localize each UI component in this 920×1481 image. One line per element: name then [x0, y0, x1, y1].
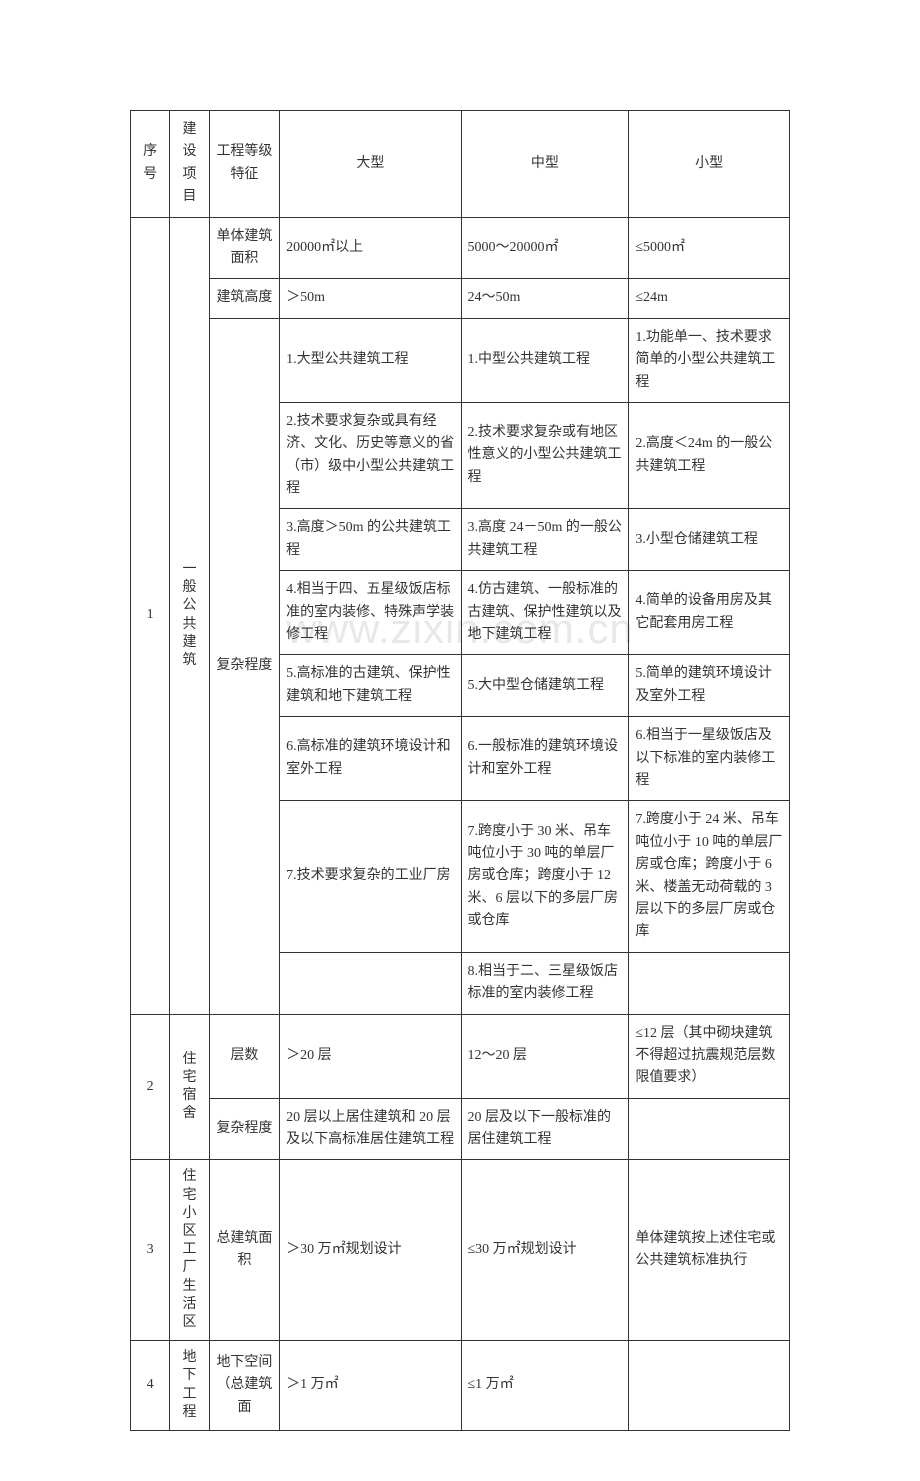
header-small: 小型 — [629, 111, 790, 218]
data-cell: 20 层及以下一般标准的居住建筑工程 — [461, 1098, 629, 1160]
char-cell: 总建筑面积 — [209, 1160, 279, 1341]
seq-cell: 4 — [131, 1341, 170, 1431]
header-seq: 序号 — [131, 111, 170, 218]
project-cell: 住宅宿舍 — [170, 1014, 209, 1160]
table-row: 4 地下工程 地下空间（总建筑面 ＞1 万㎡ ≤1 万㎡ — [131, 1341, 790, 1431]
data-cell: 1.功能单一、技术要求简单的小型公共建筑工程 — [629, 318, 790, 402]
char-cell: 地下空间（总建筑面 — [209, 1341, 279, 1431]
data-cell — [629, 1341, 790, 1431]
data-cell: 24～50m — [461, 279, 629, 318]
data-cell: 6.相当于一星级饭店及以下标准的室内装修工程 — [629, 717, 790, 801]
data-cell: 20 层以上居住建筑和 20 层及以下高标准居住建筑工程 — [280, 1098, 461, 1160]
seq-cell: 3 — [131, 1160, 170, 1341]
data-cell — [280, 952, 461, 1014]
data-cell: 3.高度＞50m 的公共建筑工程 — [280, 509, 461, 571]
data-cell: ＞20 层 — [280, 1014, 461, 1098]
data-cell: ≤30 万㎡规划设计 — [461, 1160, 629, 1341]
data-cell: 7.跨度小于 24 米、吊车吨位小于 10 吨的单层厂房或仓库；跨度小于 6 米… — [629, 801, 790, 952]
data-cell: 3.高度 24－50m 的一般公共建筑工程 — [461, 509, 629, 571]
table-row: 2 住宅宿舍 层数 ＞20 层 12～20 层 ≤12 层（其中砌块建筑不得超过… — [131, 1014, 790, 1098]
data-cell: 单体建筑按上述住宅或公共建筑标准执行 — [629, 1160, 790, 1341]
data-cell: 20000㎡以上 — [280, 217, 461, 279]
data-cell: ＞30 万㎡规划设计 — [280, 1160, 461, 1341]
data-cell: 1.中型公共建筑工程 — [461, 318, 629, 402]
data-cell — [629, 1098, 790, 1160]
header-large: 大型 — [280, 111, 461, 218]
project-cell: 地下工程 — [170, 1341, 209, 1431]
char-cell: 复杂程度 — [209, 1098, 279, 1160]
header-characteristic: 工程等级特征 — [209, 111, 279, 218]
table-row: 建筑高度 ＞50m 24～50m ≤24m — [131, 279, 790, 318]
data-cell: 5000～20000㎡ — [461, 217, 629, 279]
data-cell: ＞50m — [280, 279, 461, 318]
data-cell: 3.小型仓储建筑工程 — [629, 509, 790, 571]
data-cell: 4.相当于四、五星级饭店标准的室内装修、特殊声学装修工程 — [280, 571, 461, 655]
data-cell — [629, 952, 790, 1014]
table-row: 复杂程度 20 层以上居住建筑和 20 层及以下高标准居住建筑工程 20 层及以… — [131, 1098, 790, 1160]
data-cell: 4.仿古建筑、一般标准的古建筑、保护性建筑以及地下建筑工程 — [461, 571, 629, 655]
data-cell: 8.相当于二、三星级饭店标准的室内装修工程 — [461, 952, 629, 1014]
data-cell: 7.跨度小于 30 米、吊车吨位小于 30 吨的单层厂房或仓库；跨度小于 12米… — [461, 801, 629, 952]
data-cell: 4.简单的设备用房及其它配套用房工程 — [629, 571, 790, 655]
table-row: 1 一般公共建筑 单体建筑面积 20000㎡以上 5000～20000㎡ ≤50… — [131, 217, 790, 279]
seq-cell: 2 — [131, 1014, 170, 1160]
data-cell: 6.一般标准的建筑环境设计和室外工程 — [461, 717, 629, 801]
char-cell: 建筑高度 — [209, 279, 279, 318]
data-cell: ＞1 万㎡ — [280, 1341, 461, 1431]
data-cell: 5.简单的建筑环境设计及室外工程 — [629, 655, 790, 717]
table-row: 3 住宅小区工厂生活区 总建筑面积 ＞30 万㎡规划设计 ≤30 万㎡规划设计 … — [131, 1160, 790, 1341]
data-cell: ≤24m — [629, 279, 790, 318]
table-container: 序号 建设项目 工程等级特征 大型 中型 小型 1 一般公共建筑 单体建筑面积 … — [130, 110, 790, 1431]
data-cell: 1.大型公共建筑工程 — [280, 318, 461, 402]
table-row: 复杂程度 1.大型公共建筑工程 1.中型公共建筑工程 1.功能单一、技术要求简单… — [131, 318, 790, 402]
data-cell: 2.高度＜24m 的一般公共建筑工程 — [629, 402, 790, 509]
data-cell: ≤1 万㎡ — [461, 1341, 629, 1431]
data-cell: ≤12 层（其中砌块建筑不得超过抗震规范层数限值要求） — [629, 1014, 790, 1098]
seq-cell: 1 — [131, 217, 170, 1014]
data-cell: 2.技术要求复杂或具有经济、文化、历史等意义的省（市）级中小型公共建筑工程 — [280, 402, 461, 509]
project-cell: 住宅小区工厂生活区 — [170, 1160, 209, 1341]
data-cell: 6.高标准的建筑环境设计和室外工程 — [280, 717, 461, 801]
standards-table: 序号 建设项目 工程等级特征 大型 中型 小型 1 一般公共建筑 单体建筑面积 … — [130, 110, 790, 1431]
header-medium: 中型 — [461, 111, 629, 218]
data-cell: 5.大中型仓储建筑工程 — [461, 655, 629, 717]
data-cell: 5.高标准的古建筑、保护性建筑和地下建筑工程 — [280, 655, 461, 717]
char-cell: 层数 — [209, 1014, 279, 1098]
data-cell: ≤5000㎡ — [629, 217, 790, 279]
header-project: 建设项目 — [170, 111, 209, 218]
char-cell: 复杂程度 — [209, 318, 279, 1014]
data-cell: 2.技术要求复杂或有地区性意义的小型公共建筑工程 — [461, 402, 629, 509]
project-cell: 一般公共建筑 — [170, 217, 209, 1014]
data-cell: 7.技术要求复杂的工业厂房 — [280, 801, 461, 952]
char-cell: 单体建筑面积 — [209, 217, 279, 279]
header-row: 序号 建设项目 工程等级特征 大型 中型 小型 — [131, 111, 790, 218]
data-cell: 12～20 层 — [461, 1014, 629, 1098]
